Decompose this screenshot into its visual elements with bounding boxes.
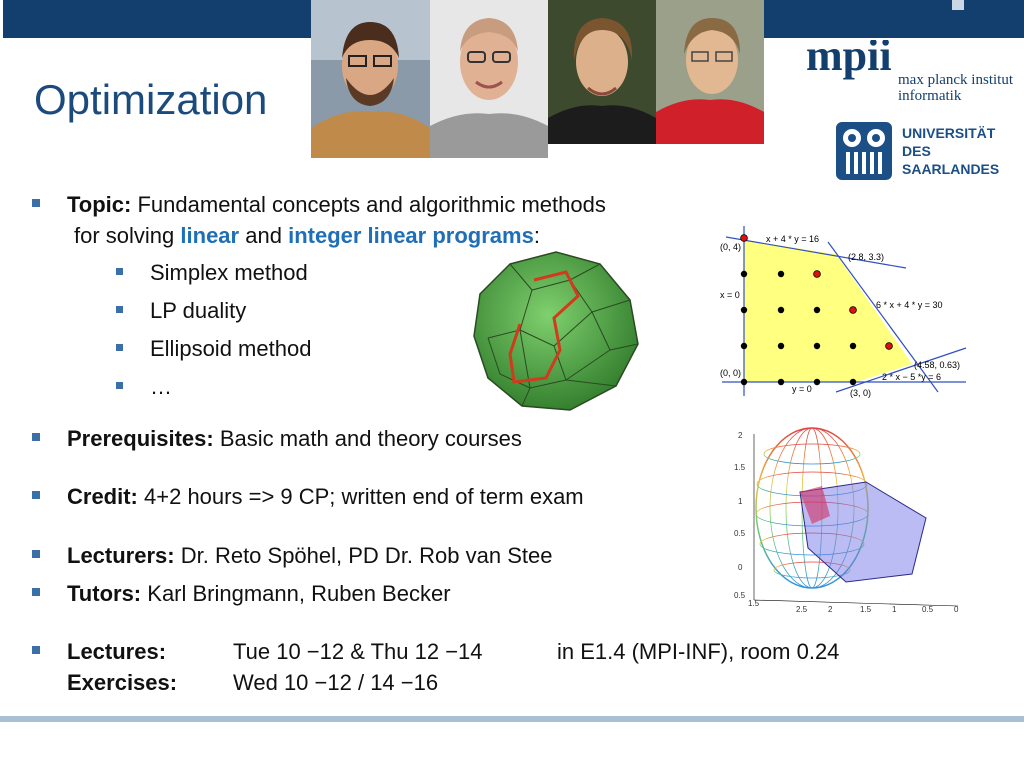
ellipsoid-figure: 2 1.5 1 0.5 0 0.5 1.5 2.5 2 1.5 1 0.5 0 bbox=[726, 424, 966, 616]
ellipsoid-y-tick: 0 bbox=[738, 563, 743, 572]
uds-logo-line3: SAARLANDES bbox=[902, 161, 999, 177]
bullet-icon bbox=[32, 588, 40, 596]
lectures-time: Tue 10 −12 & Thu 12 −14 bbox=[233, 639, 483, 664]
mpi-logo-line2: informatik bbox=[898, 88, 962, 104]
topic-text2b: and bbox=[245, 223, 282, 248]
owl-icon bbox=[836, 122, 892, 180]
lp-label: (4.58, 0.63) bbox=[914, 360, 960, 370]
lp-label: 2 * x − 5 *y = 6 bbox=[882, 372, 941, 382]
ellipsoid-x-tick: 1.5 bbox=[860, 605, 872, 614]
lectures-room: in E1.4 (MPI-INF), room 0.24 bbox=[557, 639, 840, 664]
topic-colon: : bbox=[533, 223, 540, 248]
bullet-icon bbox=[32, 491, 40, 499]
topic-linear: linear bbox=[180, 223, 240, 248]
uds-logo-line2: DES bbox=[902, 143, 931, 159]
sub-bullet-icon bbox=[116, 344, 123, 351]
exercises-label: Exercises: bbox=[67, 670, 178, 695]
mpi-logo: mpii max planck institut informatik bbox=[806, 31, 1018, 104]
portrait-1 bbox=[311, 0, 430, 158]
topic-subitem: Simplex method bbox=[150, 260, 308, 285]
prerequisites-label: Prerequisites: bbox=[67, 426, 214, 451]
portrait-4 bbox=[656, 0, 764, 144]
tutors-label: Tutors: bbox=[67, 581, 142, 606]
lecturers-text: Dr. Reto Spöhel, PD Dr. Rob van Stee bbox=[180, 543, 553, 568]
bullet-icon bbox=[32, 550, 40, 558]
lp-label: (0, 0) bbox=[720, 368, 741, 378]
topic-subitem: … bbox=[150, 374, 172, 399]
topic-subitem: Ellipsoid method bbox=[150, 336, 312, 361]
tutors-text: Karl Bringmann, Ruben Becker bbox=[147, 581, 451, 606]
topic-ilp: integer linear programs bbox=[288, 223, 534, 248]
ellipsoid-x-tick: 0.5 bbox=[922, 605, 934, 614]
corner-mark bbox=[952, 0, 964, 10]
lp-label: (0, 4) bbox=[720, 242, 741, 252]
lp-label: x + 4 * y = 16 bbox=[766, 234, 819, 244]
mpi-logo-mark: mpii bbox=[806, 40, 892, 80]
footer-bar bbox=[0, 716, 1024, 722]
page-title: Optimization bbox=[34, 76, 268, 123]
portrait-3 bbox=[548, 0, 656, 144]
lp-label: 6 * x + 4 * y = 30 bbox=[876, 300, 943, 310]
polytope-illustration bbox=[470, 250, 640, 412]
tutors-line: Tutors: Karl Bringmann, Ruben Becker bbox=[67, 581, 451, 607]
credit-line: Credit: 4+2 hours => 9 CP; written end o… bbox=[67, 484, 584, 510]
topic-text: Fundamental concepts and algorithmic met… bbox=[137, 192, 606, 217]
portrait-2 bbox=[430, 0, 548, 158]
lp-label: (2.8, 3.3) bbox=[848, 252, 884, 262]
topic-label: Topic: bbox=[67, 192, 132, 217]
sub-bullet-icon bbox=[116, 306, 123, 313]
ellipsoid-y-tick: 0.5 bbox=[734, 529, 746, 538]
lecturers-label: Lecturers: bbox=[67, 543, 175, 568]
lecturers-line: Lecturers: Dr. Reto Spöhel, PD Dr. Rob v… bbox=[67, 543, 552, 569]
bullet-icon bbox=[32, 199, 40, 207]
sub-bullet-icon bbox=[116, 268, 123, 275]
ellipsoid-x-tick: 1.5 bbox=[748, 599, 760, 608]
bullet-icon bbox=[32, 646, 40, 654]
header-bar-edge bbox=[0, 0, 3, 38]
ellipsoid-x-tick: 1 bbox=[892, 605, 897, 614]
credit-text: 4+2 hours => 9 CP; written end of term e… bbox=[144, 484, 584, 509]
topic-line2: for solving linear and integer linear pr… bbox=[74, 223, 540, 249]
lp-figure: (0, 4) x + 4 * y = 16 (2.8, 3.3) x = 0 6… bbox=[716, 224, 978, 402]
topic-subitem: LP duality bbox=[150, 298, 247, 323]
ellipsoid-x-tick: 2.5 bbox=[796, 605, 808, 614]
lp-label: y = 0 bbox=[792, 384, 812, 394]
lectures-label: Lectures: bbox=[67, 639, 167, 664]
topic-line1: Topic: Fundamental concepts and algorith… bbox=[67, 192, 606, 218]
lp-label: (3, 0) bbox=[850, 388, 871, 398]
ellipsoid-y-tick: 1 bbox=[738, 497, 743, 506]
bullet-icon bbox=[32, 433, 40, 441]
exercises-time: Wed 10 −12 / 14 −16 bbox=[233, 670, 439, 695]
prerequisites-text: Basic math and theory courses bbox=[219, 426, 522, 451]
mpi-logo-line1: max planck institut bbox=[898, 72, 1014, 88]
uds-logo-line1: UNIVERSITÄT bbox=[902, 125, 996, 141]
sub-bullet-icon bbox=[116, 382, 123, 389]
lp-label: x = 0 bbox=[720, 290, 740, 300]
ellipsoid-x-tick: 0 bbox=[954, 605, 959, 614]
ellipsoid-y-tick: 2 bbox=[738, 431, 743, 440]
ellipsoid-x-tick: 2 bbox=[828, 605, 833, 614]
uds-logo: UNIVERSITÄT DES SAARLANDES bbox=[832, 116, 1012, 186]
topic-text2a: for solving bbox=[74, 223, 175, 248]
prerequisites-line: Prerequisites: Basic math and theory cou… bbox=[67, 426, 522, 452]
ellipsoid-y-tick: 1.5 bbox=[734, 463, 746, 472]
ellipsoid-x-tick: 0.5 bbox=[734, 591, 746, 600]
credit-label: Credit: bbox=[67, 484, 138, 509]
